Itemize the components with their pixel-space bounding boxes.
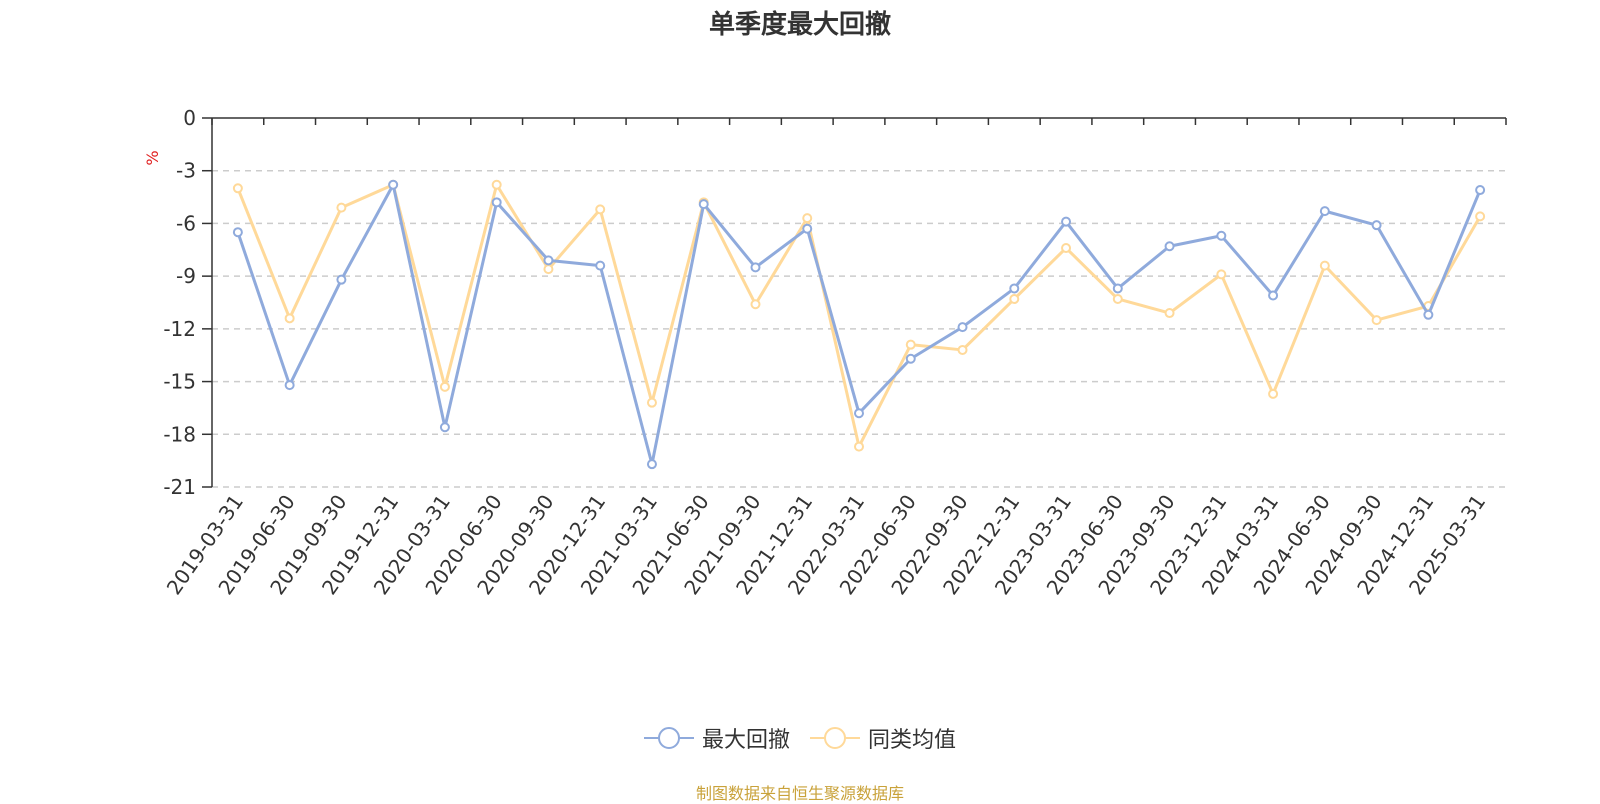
data-point xyxy=(1061,243,1072,254)
y-tick-label: -15 xyxy=(163,370,196,394)
data-point xyxy=(1112,283,1123,294)
data-point xyxy=(1268,290,1279,301)
data-point xyxy=(1371,315,1382,326)
chart-title: 单季度最大回撤 xyxy=(708,10,891,40)
data-point xyxy=(1216,269,1227,280)
data-point xyxy=(439,381,450,392)
data-point xyxy=(802,223,813,234)
data-point xyxy=(491,179,502,190)
data-point xyxy=(750,262,761,273)
data-point xyxy=(1061,216,1072,227)
data-point xyxy=(802,213,813,224)
data-point xyxy=(957,322,968,333)
y-tick-label: -18 xyxy=(163,422,196,446)
data-point xyxy=(1009,283,1020,294)
y-axis-unit-label: % xyxy=(143,150,162,165)
y-tick-label: -6 xyxy=(176,211,196,235)
data-point xyxy=(1112,293,1123,304)
data-point xyxy=(336,274,347,285)
data-point xyxy=(1475,185,1486,196)
y-tick-label: -9 xyxy=(176,264,196,288)
data-point xyxy=(232,227,243,238)
data-point xyxy=(905,353,916,364)
data-point xyxy=(698,199,709,210)
data-point xyxy=(854,441,864,452)
data-point xyxy=(646,397,657,408)
data-point xyxy=(1423,309,1434,320)
data-point xyxy=(1216,230,1227,241)
data-point xyxy=(905,339,916,350)
legend-line-circle-icon xyxy=(810,727,860,749)
legend-line-circle-icon xyxy=(643,727,694,749)
data-point xyxy=(1009,293,1020,304)
y-tick-label: -12 xyxy=(163,317,196,341)
data-point xyxy=(957,344,968,355)
y-tick-label: 0 xyxy=(183,106,196,130)
data-point xyxy=(1164,308,1175,319)
data-point xyxy=(491,197,502,208)
data-point xyxy=(232,183,243,194)
data-point xyxy=(284,380,295,391)
data-point xyxy=(336,202,347,213)
y-tick-label: -3 xyxy=(176,159,196,183)
legend-item-max-drawdown[interactable]: 最大回撤 xyxy=(643,722,790,754)
data-point xyxy=(543,264,554,275)
y-tick-label: -21 xyxy=(163,475,196,499)
data-point xyxy=(1319,260,1330,271)
data-point xyxy=(1371,220,1382,231)
data-point xyxy=(1475,211,1486,222)
legend-item-peer-average[interactable]: 同类均值 xyxy=(810,722,956,754)
legend: 最大回撤 同类均值 xyxy=(0,722,1600,754)
data-point xyxy=(854,408,864,419)
data-point xyxy=(439,422,450,433)
data-point xyxy=(1164,241,1175,252)
series-line-0 xyxy=(236,183,1482,466)
data-point xyxy=(646,459,657,470)
data-point xyxy=(543,255,554,266)
data-point xyxy=(1268,388,1279,399)
data-point xyxy=(284,313,295,324)
data-point xyxy=(595,260,606,271)
legend-label: 同类均值 xyxy=(868,728,957,753)
data-point xyxy=(750,299,761,310)
data-point xyxy=(595,204,606,215)
legend-label: 最大回撤 xyxy=(701,728,790,753)
data-source-note: 制图数据来自恒生聚源数据库 xyxy=(695,784,904,803)
data-point xyxy=(1319,206,1330,217)
data-point xyxy=(388,179,399,190)
